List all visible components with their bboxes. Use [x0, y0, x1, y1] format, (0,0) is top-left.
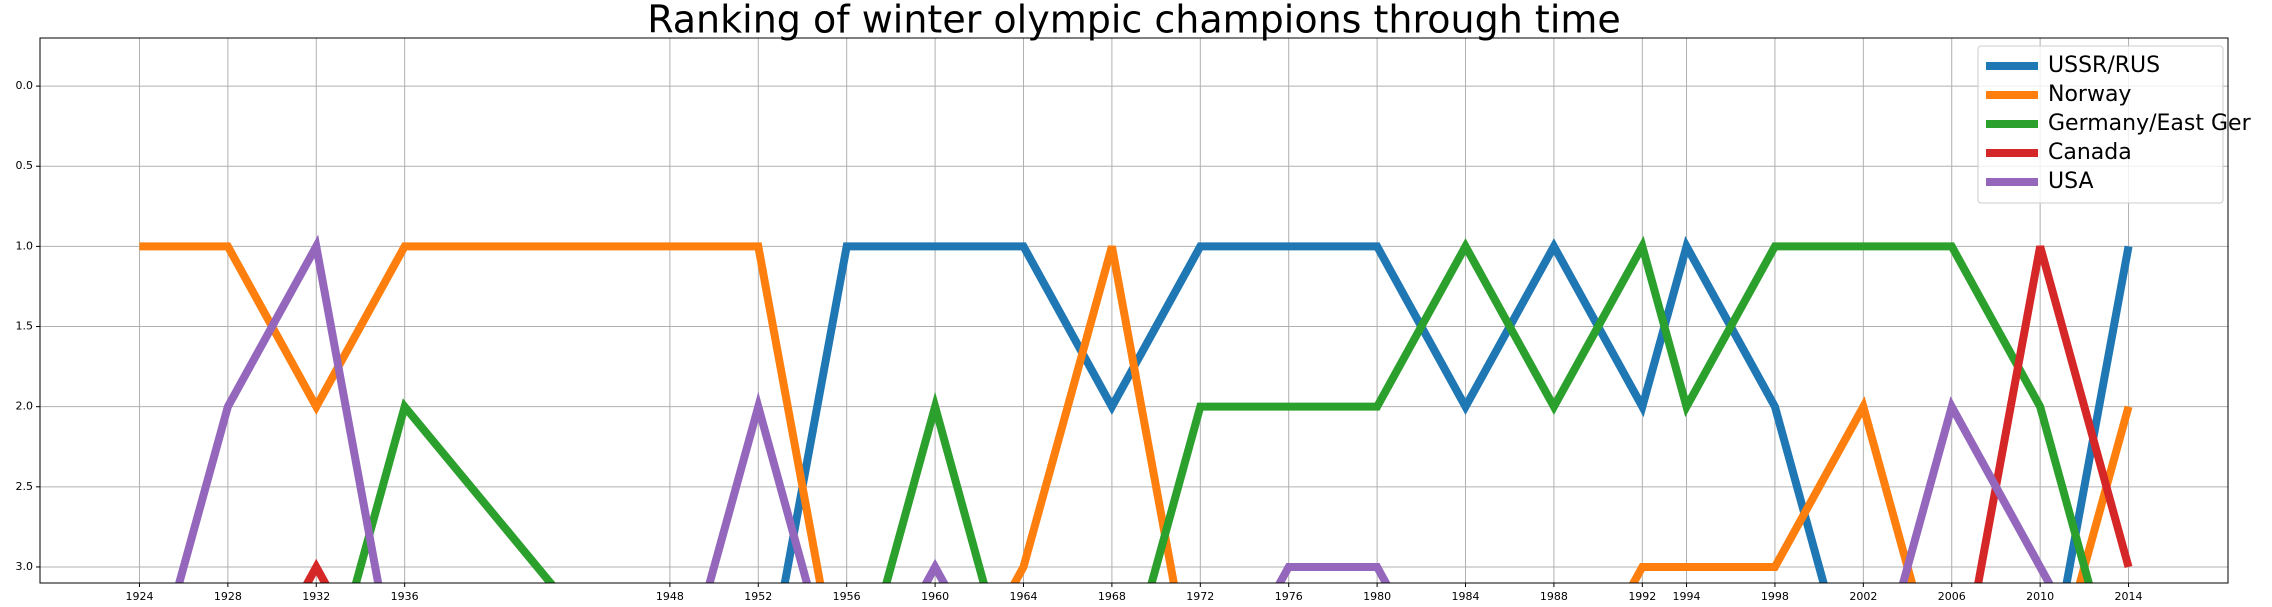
chart-title: Ranking of winter olympic champions thro…	[647, 0, 1621, 42]
series-line	[780, 235, 2133, 583]
x-tick-label: 1952	[744, 590, 772, 603]
legend-label: Germany/East Ger	[2048, 111, 2252, 136]
y-tick-label: 0.0	[16, 79, 34, 92]
legend-label: USA	[2048, 169, 2094, 194]
y-tick-label: 3.0	[16, 560, 34, 573]
x-tick-label: 1976	[1275, 590, 1303, 603]
x-tick-label: 1960	[921, 590, 949, 603]
y-tick-label: 2.5	[16, 480, 34, 493]
series-line	[351, 235, 2093, 583]
x-tick-label: 1928	[214, 590, 242, 603]
x-tick-label: 1998	[1761, 590, 1789, 603]
x-tick-label: 2014	[2115, 590, 2143, 603]
x-tick-label: 1932	[302, 590, 330, 603]
lines	[139, 234, 2133, 583]
x-tick-label: 1968	[1098, 590, 1126, 603]
legend-label: Canada	[2048, 140, 2132, 165]
y-tick-label: 1.5	[16, 320, 34, 333]
x-tick-label: 2010	[2026, 590, 2054, 603]
legend-label: USSR/RUS	[2048, 53, 2160, 78]
x-tick-label: 1988	[1540, 590, 1568, 603]
y-tick-label: 2.0	[16, 400, 34, 413]
series-line	[139, 242, 2133, 583]
x-tick-label: 2006	[1938, 590, 1966, 603]
plot-frame	[39, 37, 2229, 584]
x-tick-label: 1964	[1009, 590, 1037, 603]
x-tick-label: 1994	[1673, 590, 1701, 603]
grid: 0.0 0.5 1.0 1.5 2.0 2.5 3.0 1924 1928 1932 1936 194…	[16, 38, 2228, 603]
x-tick-label: 1980	[1363, 590, 1391, 603]
x-tick-label: 1984	[1452, 590, 1480, 603]
x-tick-label: 1956	[833, 590, 861, 603]
legend-label: Norway	[2048, 82, 2131, 107]
x-tick-label: 2002	[1849, 590, 1877, 603]
legend: USSR/RUS Norway Germany/East Ger Canada USA	[1977, 45, 2252, 204]
x-tick-label: 1924	[125, 590, 153, 603]
y-tick-label: 1.0	[16, 239, 34, 252]
x-tick-label: 1972	[1186, 590, 1214, 603]
x-tick-label: 1992	[1628, 590, 1656, 603]
y-tick-label: 0.5	[16, 159, 34, 172]
x-tick-label: 1936	[391, 590, 419, 603]
legend-box	[1977, 45, 2224, 204]
x-tick-label: 1948	[656, 590, 684, 603]
